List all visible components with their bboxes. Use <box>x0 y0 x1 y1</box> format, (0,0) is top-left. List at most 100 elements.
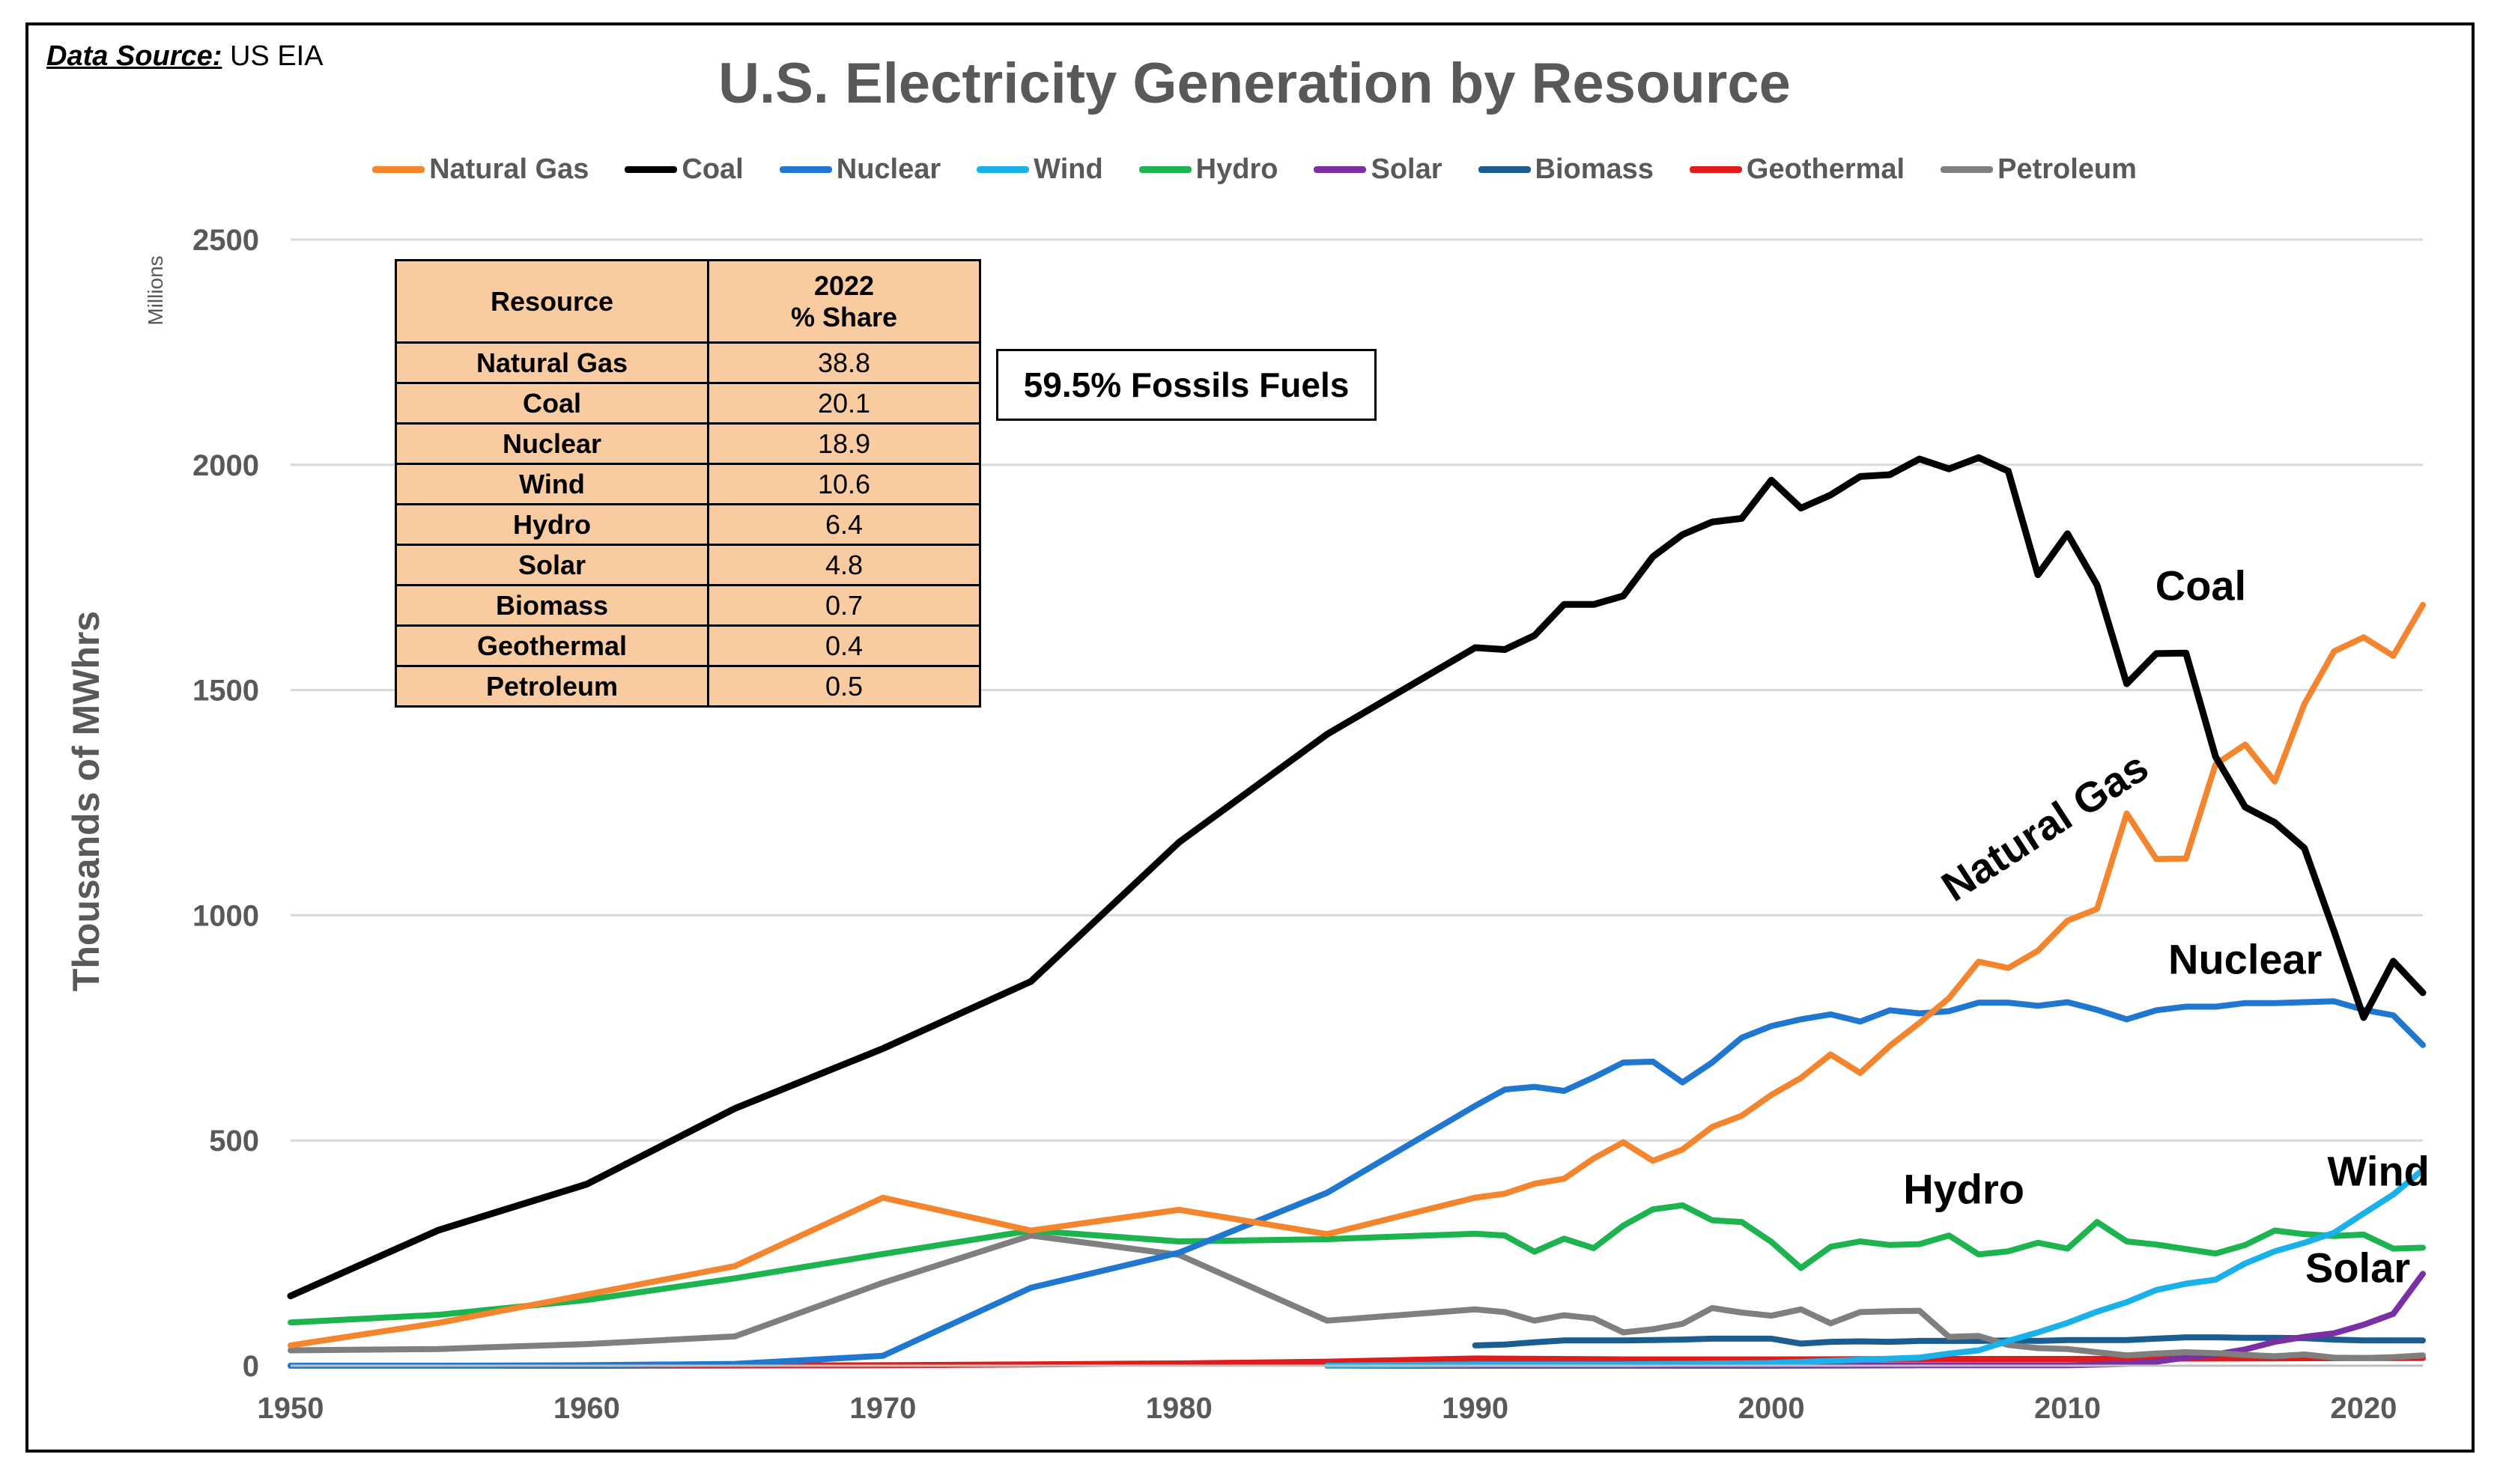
legend-swatch <box>625 166 678 173</box>
share-table-resource-cell: Biomass <box>395 584 709 627</box>
x-tick-label: 1980 <box>1146 1392 1213 1425</box>
share-table-row: Hydro 6.4 <box>395 503 981 546</box>
series-line-wind <box>1324 1167 2426 1369</box>
y-tick-label: 0 <box>243 1350 259 1383</box>
share-table: Resource 2022 % Share Natural Gas 38.8 Coa… <box>395 259 981 708</box>
legend-swatch <box>779 166 832 173</box>
axis-layer: 0 500 1000 1500 2000 2500 1950 1960 1970 1980 1990… <box>192 224 2423 1425</box>
share-table-value-cell: 6.4 <box>707 503 981 546</box>
legend-item-hydro: Hydro <box>1138 153 1278 186</box>
legend-item-geothermal: Geothermal <box>1689 153 1905 186</box>
x-tick-label: 1960 <box>553 1392 620 1425</box>
legend-item-petroleum: Petroleum <box>1941 153 2137 186</box>
legend-label: Coal <box>682 153 744 185</box>
share-table-resource-cell: Solar <box>395 544 709 586</box>
share-table-value-cell: 10.6 <box>707 463 981 505</box>
share-table-value-cell: 0.7 <box>707 584 981 627</box>
share-table-resource-cell: Geothermal <box>395 624 709 667</box>
data-source-label: Data Source: <box>46 40 222 72</box>
share-table-resource-cell: Wind <box>395 463 709 505</box>
y-tick-label: 2500 <box>192 224 259 257</box>
y-axis-unit-note: Millions <box>144 255 167 325</box>
legend-item-natural-gas: Natural Gas <box>372 153 589 186</box>
legend-swatch <box>1138 166 1192 173</box>
share-table-header-share: 2022 % Share <box>707 259 981 344</box>
annotation-solar: Solar <box>2305 1244 2410 1292</box>
legend-swatch <box>1314 166 1367 173</box>
share-table-row: Solar 4.8 <box>395 544 981 586</box>
x-tick-label: 2020 <box>2330 1392 2397 1425</box>
share-table-value-cell: 20.1 <box>707 382 981 425</box>
annotation-wind: Wind <box>2328 1147 2430 1194</box>
x-tick-label: 1970 <box>849 1392 916 1425</box>
annotation-coal: Coal <box>2155 562 2246 609</box>
share-table-header-year: 2022 <box>813 270 875 301</box>
legend-label: Petroleum <box>1997 153 2137 185</box>
legend-label: Wind <box>1034 153 1103 185</box>
share-table-value-cell: 0.5 <box>707 665 981 708</box>
series-line-biomass <box>1472 1334 2426 1348</box>
chart-legend: Natural Gas Coal Nuclear Wind Hydro Solar Biom… <box>0 153 2509 186</box>
legend-swatch <box>1689 166 1742 173</box>
share-table-row: Petroleum 0.5 <box>395 665 981 708</box>
legend-label: Geothermal <box>1746 153 1905 185</box>
share-table-resource-cell: Natural Gas <box>395 341 709 384</box>
share-table-value-cell: 0.4 <box>707 624 981 667</box>
legend-item-wind: Wind <box>977 153 1103 186</box>
y-tick-label: 500 <box>209 1125 259 1158</box>
legend-item-biomass: Biomass <box>1478 153 1654 186</box>
data-source-note: Data Source: US EIA <box>46 40 324 73</box>
share-table-header-row: Resource 2022 % Share <box>395 259 981 344</box>
legend-label: Nuclear <box>836 153 941 185</box>
legend-label: Hydro <box>1195 153 1278 185</box>
series-layer <box>287 454 2427 1369</box>
legend-item-nuclear: Nuclear <box>779 153 941 186</box>
series-line-natural-gas <box>288 601 2426 1348</box>
share-table-value-cell: 38.8 <box>707 341 981 384</box>
share-table-resource-cell: Nuclear <box>395 422 709 465</box>
legend-swatch <box>372 166 425 173</box>
y-tick-label: 1000 <box>192 899 259 932</box>
legend-swatch <box>977 166 1030 173</box>
legend-swatch <box>1941 166 1994 173</box>
share-table-value-cell: 4.8 <box>707 544 981 586</box>
x-tick-label: 2000 <box>1738 1392 1805 1425</box>
legend-item-solar: Solar <box>1314 153 1442 186</box>
y-axis-label: Thousands of MWhrs <box>65 611 107 991</box>
x-tick-label: 1950 <box>258 1392 324 1425</box>
x-tick-label: 2010 <box>2034 1392 2101 1425</box>
share-table-row: Nuclear 18.9 <box>395 422 981 465</box>
share-table-header-share-label: % Share <box>790 301 898 332</box>
share-table-row: Coal 20.1 <box>395 382 981 425</box>
legend-item-coal: Coal <box>625 153 744 186</box>
series-line-hydro <box>288 1202 2426 1326</box>
legend-label: Biomass <box>1535 153 1654 185</box>
share-table-row: Wind 10.6 <box>395 463 981 505</box>
legend-swatch <box>1478 166 1531 173</box>
legend-label: Solar <box>1371 153 1442 185</box>
series-line-coal <box>287 454 2427 1300</box>
x-tick-label: 1990 <box>1442 1392 1508 1425</box>
chart-title: U.S. Electricity Generation by Resource <box>718 52 1791 115</box>
legend-label: Natural Gas <box>429 153 589 185</box>
share-table-row: Geothermal 0.4 <box>395 624 981 667</box>
share-table-resource-cell: Hydro <box>395 503 709 546</box>
annotation-hydro: Hydro <box>1903 1165 2024 1212</box>
share-table-resource-cell: Coal <box>395 382 709 425</box>
y-tick-label: 1500 <box>192 675 259 708</box>
data-source-value: US EIA <box>229 40 324 72</box>
share-table-header-resource: Resource <box>395 259 709 344</box>
series-line-solar <box>1324 1271 2426 1369</box>
y-tick-label: 2000 <box>192 449 259 482</box>
share-table-row: Natural Gas 38.8 <box>395 341 981 384</box>
series-line-nuclear <box>288 998 2426 1369</box>
share-table-resource-cell: Petroleum <box>395 665 709 708</box>
share-table-value-cell: 18.9 <box>707 422 981 465</box>
annotation-nuclear: Nuclear <box>2168 936 2322 983</box>
fossil-fuels-callout: 59.5% Fossils Fuels <box>996 349 1377 421</box>
share-table-body: Natural Gas 38.8 Coal 20.1 Nuclear 18.9 Wind 10… <box>395 341 981 708</box>
series-line-petroleum <box>288 1232 2426 1361</box>
share-table-row: Biomass 0.7 <box>395 584 981 627</box>
